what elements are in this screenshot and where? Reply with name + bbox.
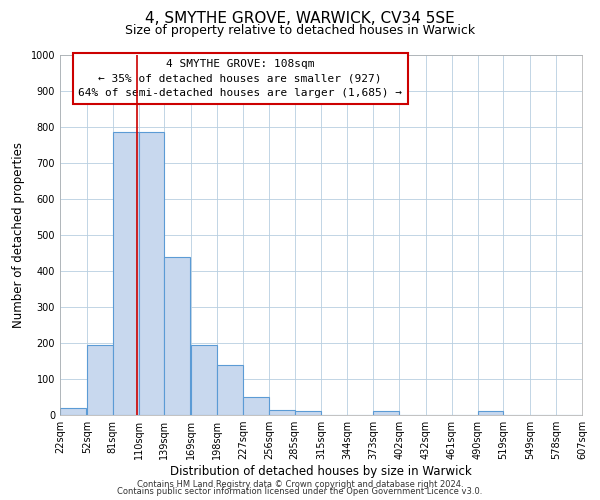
Bar	[139, 132, 164, 415]
Bar	[191, 345, 217, 415]
X-axis label: Distribution of detached houses by size in Warwick: Distribution of detached houses by size …	[170, 465, 472, 478]
Text: 4 SMYTHE GROVE: 108sqm
← 35% of detached houses are smaller (927)
64% of semi-de: 4 SMYTHE GROVE: 108sqm ← 35% of detached…	[78, 58, 402, 98]
Bar	[373, 412, 399, 415]
Y-axis label: Number of detached properties: Number of detached properties	[12, 142, 25, 328]
Text: 4, SMYTHE GROVE, WARWICK, CV34 5SE: 4, SMYTHE GROVE, WARWICK, CV34 5SE	[145, 11, 455, 26]
Bar	[243, 397, 269, 415]
Bar	[295, 412, 320, 415]
Bar	[164, 256, 190, 415]
Text: Size of property relative to detached houses in Warwick: Size of property relative to detached ho…	[125, 24, 475, 37]
Bar	[217, 364, 243, 415]
Bar	[60, 408, 86, 415]
Bar	[87, 345, 113, 415]
Bar	[478, 412, 503, 415]
Bar	[113, 132, 139, 415]
Text: Contains HM Land Registry data © Crown copyright and database right 2024.: Contains HM Land Registry data © Crown c…	[137, 480, 463, 489]
Text: Contains public sector information licensed under the Open Government Licence v3: Contains public sector information licen…	[118, 488, 482, 496]
Bar	[269, 410, 295, 415]
